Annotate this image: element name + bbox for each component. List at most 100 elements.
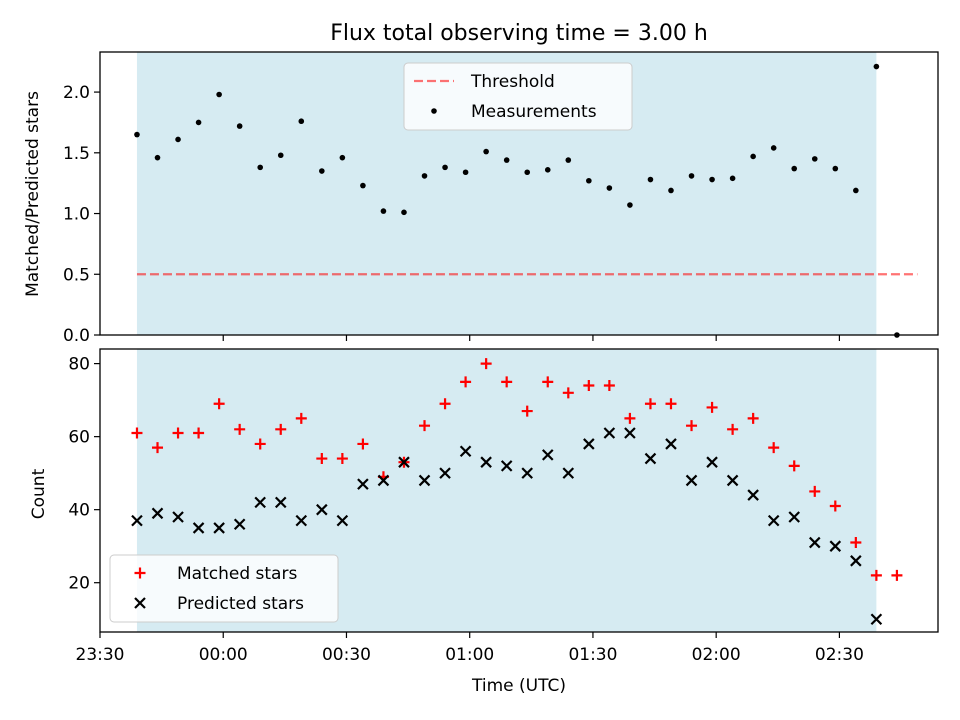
measurement-point (503, 157, 510, 163)
y-tick-label: 0.5 (63, 265, 90, 285)
matched-stars-point (665, 398, 677, 410)
legend-measurements-swatch (431, 108, 437, 114)
measurement-point (462, 169, 469, 176)
measurement-point (524, 169, 531, 176)
measurement-point (853, 187, 859, 194)
matched-stars-point (809, 485, 821, 497)
y-tick-label: 40 (68, 501, 90, 521)
legend-threshold-label: Threshold (470, 72, 555, 92)
predicted-stars-point (459, 445, 472, 458)
predicted-stars-point (418, 474, 431, 487)
measurement-point (668, 187, 674, 194)
legend-box (109, 554, 339, 623)
matched-stars-point (624, 412, 636, 424)
y-axis-label: Matched/Predicted stars (23, 91, 43, 297)
series-predicted-stars (131, 427, 883, 625)
x-tick-label: 02:30 (815, 645, 864, 665)
predicted-stars-point (706, 456, 718, 468)
measurement-point (832, 165, 839, 172)
matched-stars-point (316, 453, 328, 465)
measurement-point (544, 167, 551, 173)
x-tick-label: 00:30 (322, 645, 371, 665)
series-matched-stars (131, 358, 903, 581)
matched-stars-point (850, 537, 862, 549)
measurement-point (319, 168, 325, 174)
predicted-stars-point (808, 536, 821, 549)
measurement-point (483, 148, 489, 155)
matched-stars-point (747, 412, 759, 424)
legend-predicted-swatch (134, 597, 146, 609)
measurement-point (791, 165, 798, 172)
matched-stars-point (521, 405, 533, 417)
matched-stars-point (768, 442, 780, 454)
predicted-stars-point (767, 514, 780, 527)
x-tick-label: 00:00 (199, 645, 248, 665)
predicted-stars-point (377, 474, 390, 487)
matched-stars-point (542, 376, 554, 388)
measurement-point (298, 118, 305, 125)
legend-box (403, 62, 633, 131)
predicted-stars-point (603, 427, 616, 439)
ratio-panel: 0.0 0.5 1.0 1.5 2.0 Matched/Predicted stars Th… (23, 51, 939, 346)
matched-stars-point (131, 427, 143, 439)
measurement-point (236, 123, 243, 129)
matched-stars-point (829, 500, 841, 512)
matched-stars-point (234, 423, 246, 435)
predicted-stars-point (151, 507, 164, 520)
y-axis-label: Count (29, 468, 49, 519)
matched-stars-point (727, 423, 739, 435)
measurement-point (606, 185, 613, 191)
predicted-stars-point (665, 438, 677, 450)
predicted-stars-point (624, 427, 636, 439)
axes-frame (99, 51, 939, 336)
measurement-point (811, 156, 818, 162)
predicted-stars-point (254, 496, 266, 509)
matched-stars-point (891, 569, 903, 581)
measurement-point (154, 154, 161, 161)
matched-stars-point (172, 427, 184, 439)
measurement-point (565, 157, 572, 163)
y-tick-label: 1.5 (63, 144, 90, 164)
predicted-stars-point (131, 514, 143, 527)
y-tick-label: 2.0 (63, 83, 90, 103)
measurement-point (750, 153, 756, 160)
matched-stars-point (439, 398, 451, 410)
count-panel: 20 40 60 80 23:30 00:00 00:30 01:00 01:30 02:00 02… (29, 348, 939, 696)
y-tick-label: 1.0 (63, 205, 90, 225)
matched-stars-point (686, 420, 698, 432)
predicted-stars-point (398, 456, 410, 468)
matched-stars-point (644, 398, 656, 410)
x-tick-label: 23:30 (76, 645, 125, 665)
predicted-stars-point (521, 467, 533, 479)
predicted-stars-point (480, 456, 492, 468)
matched-stars-point (562, 387, 574, 399)
measurement-point (873, 63, 880, 70)
matched-stars-point (501, 376, 513, 388)
matched-stars-point (419, 420, 431, 432)
predicted-stars-point (500, 460, 513, 472)
predicted-stars-point (357, 478, 369, 490)
measurement-point (360, 182, 366, 189)
matched-stars-point (357, 438, 369, 450)
x-axis-label: Time (UTC) (471, 676, 566, 696)
matched-stars-point (870, 569, 882, 581)
predicted-stars-point (274, 496, 287, 509)
predicted-stars-point (850, 555, 862, 567)
legend-predicted-label: Predicted stars (177, 594, 304, 614)
predicted-stars-point (726, 474, 739, 487)
predicted-stars-point (829, 540, 842, 552)
measurement-point (134, 131, 140, 138)
matched-stars-point (583, 380, 595, 392)
matched-stars-point (706, 401, 718, 413)
axes-frame (99, 348, 939, 633)
series-measurements (134, 63, 900, 338)
matched-stars-point (336, 453, 348, 465)
measurement-point (421, 173, 428, 179)
x-tick-label: 01:30 (568, 645, 617, 665)
measurement-point (380, 208, 387, 214)
y-tick-label: 80 (68, 355, 90, 375)
predicted-stars-point (336, 514, 349, 527)
measurement-point (339, 154, 346, 161)
legend-measurements-label: Measurements (471, 102, 597, 122)
